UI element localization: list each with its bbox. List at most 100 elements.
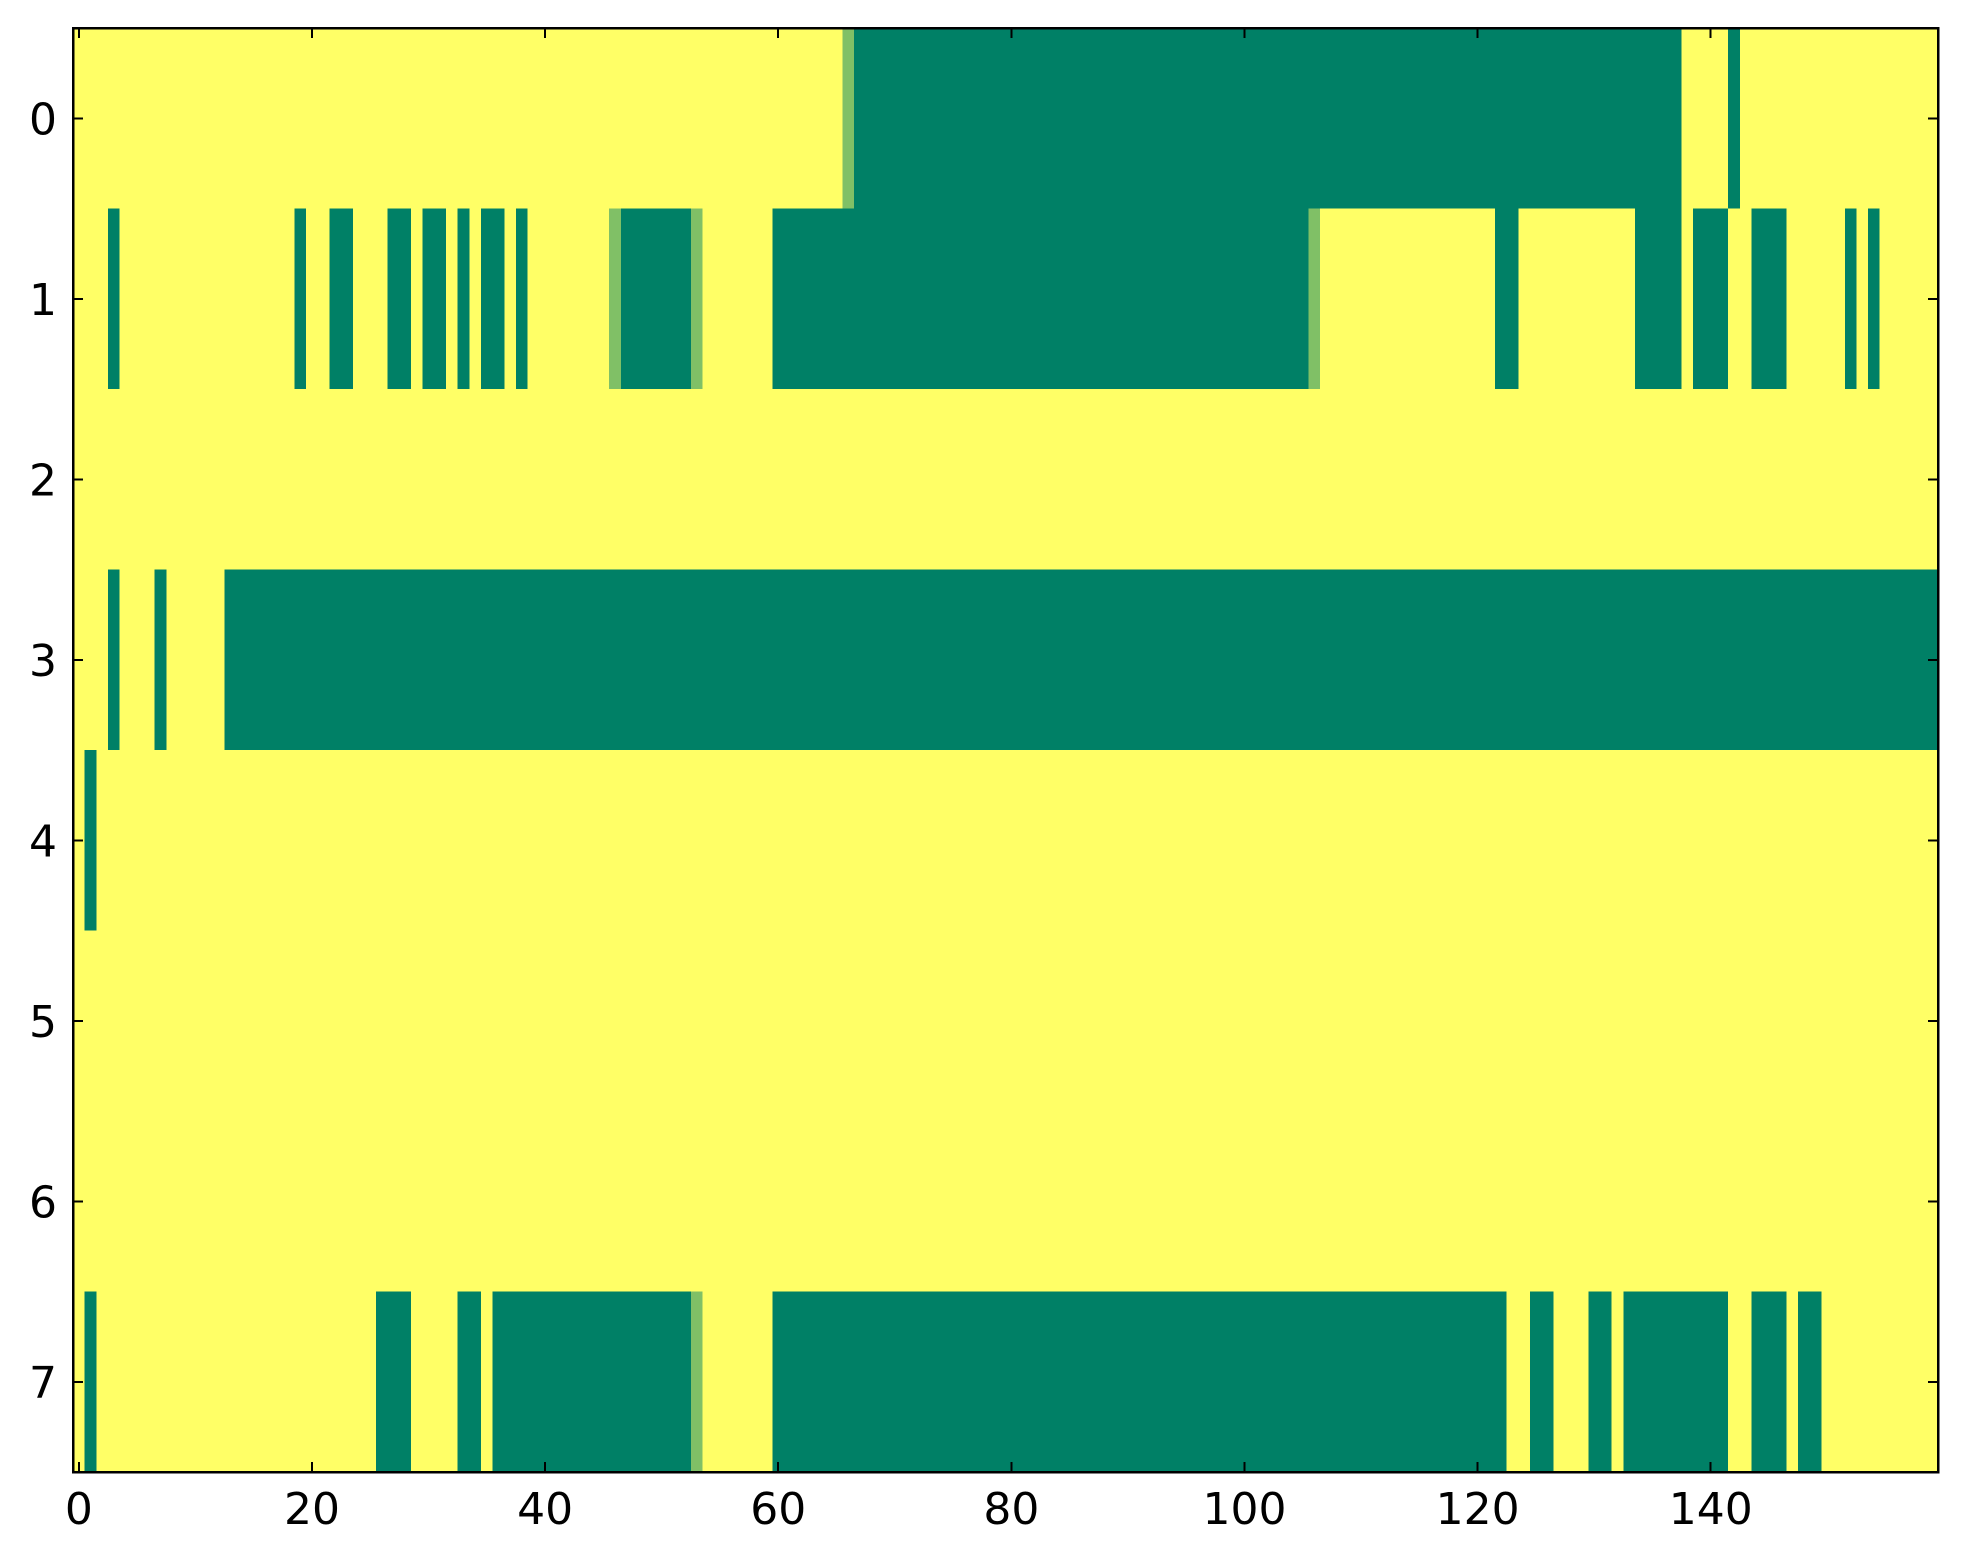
heat-cell	[480, 930, 494, 1112]
heat-cell	[1355, 1111, 1368, 1292]
heat-cell	[1215, 569, 1228, 751]
heat-cell	[352, 750, 365, 931]
heat-cell	[119, 1111, 132, 1292]
heat-cell	[1833, 750, 1846, 931]
heat-cell	[399, 389, 412, 570]
heat-cell	[714, 1291, 727, 1473]
heat-cell	[247, 930, 260, 1112]
heat-cell	[411, 208, 424, 390]
heat-cell	[585, 930, 599, 1112]
heat-cell	[1017, 930, 1030, 1112]
heat-cell	[1658, 208, 1671, 390]
heat-cell	[1506, 208, 1519, 390]
heat-cell	[1017, 208, 1030, 390]
heat-cell	[900, 569, 913, 751]
heat-cell	[1320, 1291, 1333, 1473]
heat-cell	[96, 569, 109, 751]
heat-cell	[352, 389, 365, 570]
heat-cell	[1215, 389, 1228, 570]
heat-cell	[655, 569, 668, 751]
heat-cell	[166, 1291, 179, 1473]
heat-cell	[1203, 750, 1216, 931]
heat-cell	[1320, 930, 1333, 1112]
heat-cell	[1751, 1111, 1764, 1292]
heat-cell	[574, 208, 587, 390]
heat-cell	[329, 1291, 342, 1473]
heat-cell	[166, 930, 179, 1112]
heat-cell	[830, 569, 843, 751]
heat-cell	[1378, 930, 1391, 1112]
heat-cell	[480, 1111, 494, 1292]
heat-cell	[1331, 1111, 1345, 1292]
heat-cell	[1390, 1291, 1403, 1473]
heat-cell	[644, 208, 657, 390]
heat-cell	[294, 1111, 307, 1292]
heat-cell	[1506, 930, 1519, 1112]
heat-cell	[1401, 930, 1414, 1112]
heat-cell	[1646, 208, 1659, 390]
heat-cell	[119, 569, 132, 751]
heat-cell	[970, 1111, 983, 1292]
heat-cell	[1087, 1111, 1100, 1292]
heat-cell	[1786, 569, 1799, 751]
heat-cell	[749, 569, 762, 751]
heat-cell	[1495, 28, 1508, 209]
heat-cell	[842, 389, 855, 570]
heat-cell	[1005, 28, 1018, 209]
heat-cell	[1844, 1291, 1857, 1473]
heat-cell	[364, 1111, 377, 1292]
heat-cell	[574, 569, 587, 751]
heat-cell	[737, 28, 750, 209]
heat-cell	[1844, 930, 1857, 1112]
heat-cell	[1751, 750, 1764, 931]
heat-cell	[655, 1111, 668, 1292]
heat-cell	[620, 569, 633, 751]
heat-cell	[1168, 750, 1181, 931]
heat-cell	[84, 930, 97, 1112]
heat-cell	[504, 569, 517, 751]
heat-cell	[1098, 28, 1111, 209]
heat-cell	[784, 569, 797, 751]
heat-cell	[1203, 208, 1216, 390]
heat-cell	[644, 28, 657, 209]
heat-cell	[469, 1291, 482, 1473]
heat-cell	[714, 208, 727, 390]
heat-cell	[1250, 569, 1263, 751]
heat-cell	[1460, 208, 1473, 390]
heat-cell	[1436, 28, 1449, 209]
heat-cell	[1809, 28, 1822, 209]
heat-cell	[1226, 1111, 1240, 1292]
heat-cell	[1296, 569, 1310, 751]
heat-cell	[236, 930, 249, 1112]
heat-cell	[1903, 750, 1916, 931]
heat-cell	[714, 750, 727, 931]
heat-cell	[690, 28, 703, 209]
heat-cell	[1122, 208, 1135, 390]
heat-cell	[1786, 208, 1799, 390]
heat-cell	[399, 1111, 412, 1292]
heat-cell	[702, 28, 715, 209]
heat-cell	[201, 569, 214, 751]
heat-cell	[96, 750, 109, 931]
heat-cell	[1261, 1291, 1275, 1473]
heat-cell	[679, 28, 692, 209]
heat-cell	[1518, 1291, 1531, 1473]
heat-cell	[1436, 1291, 1449, 1473]
heat-cell	[550, 930, 564, 1112]
heat-cell	[1366, 930, 1379, 1112]
heat-cell	[935, 750, 948, 931]
heat-cell	[434, 1291, 447, 1473]
heat-cell	[819, 1111, 832, 1292]
heat-cell	[1110, 1111, 1123, 1292]
heat-cell	[107, 208, 121, 390]
heat-cell	[714, 389, 727, 570]
heat-cell	[422, 750, 435, 931]
heat-cell	[515, 930, 529, 1112]
heat-cell	[457, 1291, 470, 1473]
heat-cell	[1599, 28, 1613, 209]
heat-cell	[119, 930, 132, 1112]
heat-cell	[1122, 28, 1135, 209]
heat-cell	[1203, 28, 1216, 209]
heat-cell	[376, 1111, 389, 1292]
heat-cell	[480, 1291, 494, 1473]
